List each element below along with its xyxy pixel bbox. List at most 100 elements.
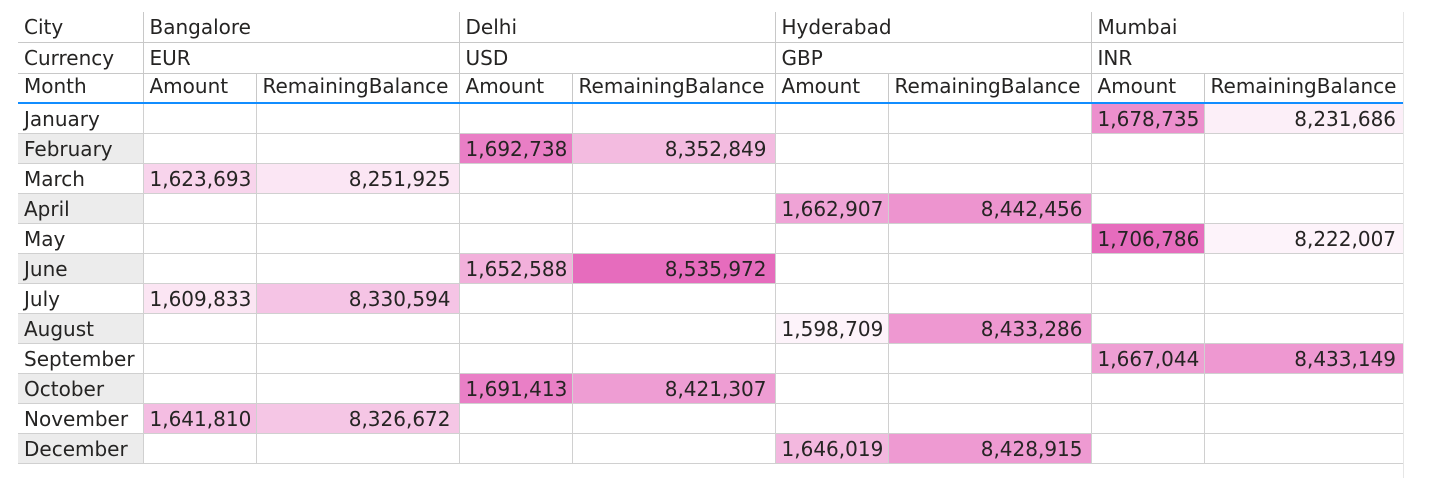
currency-header-hyderabad[interactable]: GBP	[774, 42, 1092, 74]
amount-cell[interactable]	[1090, 313, 1205, 344]
city-header-mumbai[interactable]: Mumbai	[1090, 12, 1405, 43]
currency-header-delhi[interactable]: USD	[458, 42, 776, 74]
remaining-balance-cell[interactable]	[1203, 283, 1405, 314]
remaining-balance-cell[interactable]	[887, 223, 1092, 254]
amount-cell[interactable]: 1,692,738	[458, 133, 573, 164]
remaining-balance-cell[interactable]	[255, 193, 460, 224]
amount-cell[interactable]	[774, 163, 889, 194]
remaining-balance-column-header[interactable]: RemainingBalance	[887, 73, 1092, 104]
amount-cell[interactable]	[1090, 433, 1205, 464]
amount-cell[interactable]	[458, 283, 573, 314]
remaining-balance-column-header[interactable]: RemainingBalance	[1203, 73, 1405, 104]
amount-cell[interactable]	[774, 133, 889, 164]
remaining-balance-cell[interactable]	[571, 313, 776, 344]
amount-cell[interactable]	[142, 253, 256, 284]
amount-cell[interactable]	[142, 313, 256, 344]
remaining-balance-cell[interactable]	[571, 223, 776, 254]
currency-header-mumbai[interactable]: INR	[1090, 42, 1405, 74]
remaining-balance-cell[interactable]	[571, 193, 776, 224]
amount-cell[interactable]	[774, 223, 889, 254]
amount-cell[interactable]	[458, 433, 573, 464]
amount-cell[interactable]: 1,623,693	[142, 163, 256, 194]
amount-cell[interactable]	[1090, 253, 1205, 284]
amount-cell[interactable]	[458, 313, 573, 344]
month-cell[interactable]: October	[18, 373, 143, 404]
remaining-balance-cell[interactable]	[255, 223, 460, 254]
month-cell[interactable]: July	[18, 283, 143, 314]
remaining-balance-cell[interactable]	[887, 163, 1092, 194]
remaining-balance-cell[interactable]: 8,433,149	[1203, 343, 1405, 374]
amount-cell[interactable]	[458, 193, 573, 224]
remaining-balance-cell[interactable]	[1203, 133, 1405, 164]
amount-cell[interactable]	[458, 163, 573, 194]
amount-cell[interactable]	[142, 373, 256, 404]
amount-cell[interactable]: 1,652,588	[458, 253, 573, 284]
amount-cell[interactable]	[774, 283, 889, 314]
remaining-balance-cell[interactable]	[887, 253, 1092, 284]
month-cell[interactable]: February	[18, 133, 143, 164]
remaining-balance-cell[interactable]	[1203, 253, 1405, 284]
remaining-balance-cell[interactable]	[571, 433, 776, 464]
remaining-balance-cell[interactable]: 8,433,286	[887, 313, 1092, 344]
amount-cell[interactable]: 1,598,709	[774, 313, 889, 344]
amount-cell[interactable]	[142, 133, 256, 164]
month-cell[interactable]: November	[18, 403, 143, 434]
amount-cell[interactable]	[142, 193, 256, 224]
amount-cell[interactable]	[774, 373, 889, 404]
amount-column-header[interactable]: Amount	[774, 73, 889, 104]
amount-column-header[interactable]: Amount	[458, 73, 573, 104]
remaining-balance-cell[interactable]	[255, 343, 460, 374]
remaining-balance-cell[interactable]	[571, 343, 776, 374]
remaining-balance-cell[interactable]	[571, 103, 776, 134]
amount-cell[interactable]	[774, 403, 889, 434]
amount-cell[interactable]	[142, 223, 256, 254]
amount-cell[interactable]: 1,646,019	[774, 433, 889, 464]
remaining-balance-cell[interactable]	[255, 313, 460, 344]
city-header-hyderabad[interactable]: Hyderabad	[774, 12, 1092, 43]
amount-cell[interactable]: 1,609,833	[142, 283, 256, 314]
month-cell[interactable]: September	[18, 343, 143, 374]
remaining-balance-cell[interactable]: 8,421,307	[571, 373, 776, 404]
amount-column-header[interactable]: Amount	[142, 73, 256, 104]
amount-cell[interactable]	[1090, 373, 1205, 404]
amount-cell[interactable]: 1,662,907	[774, 193, 889, 224]
remaining-balance-cell[interactable]	[887, 343, 1092, 374]
month-cell[interactable]: June	[18, 253, 143, 284]
amount-cell[interactable]	[458, 343, 573, 374]
remaining-balance-cell[interactable]	[255, 373, 460, 404]
city-header-delhi[interactable]: Delhi	[458, 12, 776, 43]
amount-cell[interactable]	[1090, 163, 1205, 194]
amount-cell[interactable]	[458, 403, 573, 434]
amount-cell[interactable]: 1,667,044	[1090, 343, 1205, 374]
amount-cell[interactable]	[142, 433, 256, 464]
amount-cell[interactable]: 1,678,735	[1090, 103, 1205, 134]
remaining-balance-cell[interactable]: 8,326,672	[255, 403, 460, 434]
remaining-balance-cell[interactable]	[571, 283, 776, 314]
remaining-balance-cell[interactable]: 8,251,925	[255, 163, 460, 194]
remaining-balance-cell[interactable]: 8,442,456	[887, 193, 1092, 224]
month-cell[interactable]: March	[18, 163, 143, 194]
amount-cell[interactable]	[774, 103, 889, 134]
amount-cell[interactable]	[142, 103, 256, 134]
remaining-balance-cell[interactable]	[1203, 433, 1405, 464]
remaining-balance-cell[interactable]: 8,428,915	[887, 433, 1092, 464]
remaining-balance-cell[interactable]	[887, 403, 1092, 434]
remaining-balance-cell[interactable]	[571, 403, 776, 434]
remaining-balance-cell[interactable]: 8,535,972	[571, 253, 776, 284]
month-cell[interactable]: January	[18, 103, 143, 134]
amount-cell[interactable]	[1090, 133, 1205, 164]
remaining-balance-cell[interactable]: 8,231,686	[1203, 103, 1405, 134]
remaining-balance-cell[interactable]: 8,330,594	[255, 283, 460, 314]
month-cell[interactable]: April	[18, 193, 143, 224]
month-cell[interactable]: August	[18, 313, 143, 344]
remaining-balance-cell[interactable]: 8,352,849	[571, 133, 776, 164]
remaining-balance-cell[interactable]	[255, 433, 460, 464]
amount-cell[interactable]	[142, 343, 256, 374]
remaining-balance-cell[interactable]	[1203, 373, 1405, 404]
amount-cell[interactable]	[1090, 283, 1205, 314]
month-cell[interactable]: May	[18, 223, 143, 254]
remaining-balance-cell[interactable]	[887, 283, 1092, 314]
currency-header-bangalore[interactable]: EUR	[142, 42, 460, 74]
remaining-balance-column-header[interactable]: RemainingBalance	[571, 73, 776, 104]
remaining-balance-cell[interactable]	[887, 133, 1092, 164]
